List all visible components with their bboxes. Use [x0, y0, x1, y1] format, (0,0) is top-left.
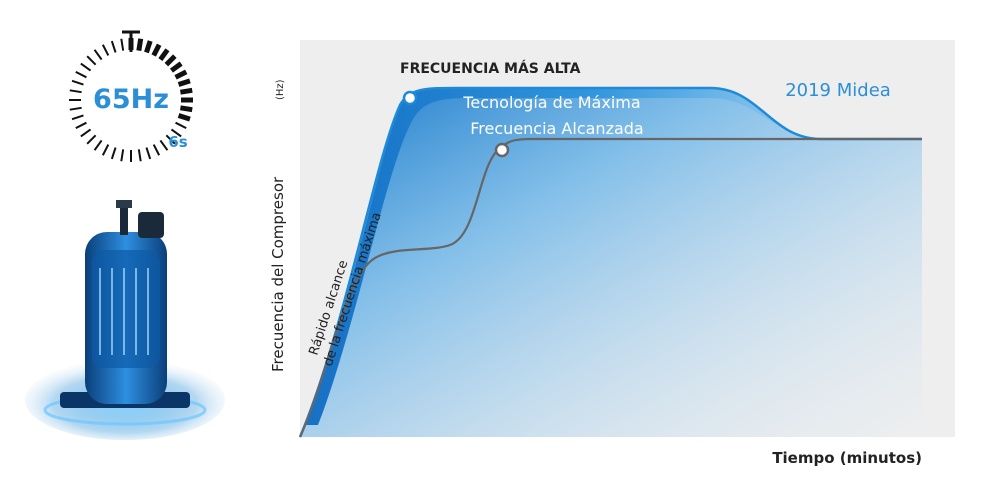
- compressor-terminal: [138, 212, 164, 238]
- stopwatch-tick: [86, 134, 97, 145]
- compressor-motor-lines: [99, 268, 149, 355]
- stopwatch-tick: [69, 89, 82, 94]
- frequency-chart: FRECUENCIA MÁS ALTA Tecnología de Máxima…: [269, 40, 955, 467]
- stopwatch-tick: [164, 54, 177, 67]
- conventional-peak-marker: [494, 142, 510, 158]
- stopwatch-tick: [165, 134, 176, 145]
- timer-frequency-label: 65Hz: [93, 84, 169, 115]
- midea-area: [300, 88, 922, 437]
- y-axis-title: Frecuencia del Compresor: [269, 176, 287, 372]
- stopwatch-tick: [179, 87, 193, 95]
- timer-time-label: 6s: [168, 133, 187, 151]
- stopwatch-tick: [136, 38, 144, 52]
- stopwatch-tick: [71, 79, 84, 86]
- stopwatch-tick: [75, 70, 87, 79]
- stopwatch-tick: [152, 144, 161, 156]
- compressor-core: [92, 250, 160, 368]
- stopwatch-tick: [151, 43, 162, 57]
- stopwatch-tick: [80, 62, 92, 72]
- peak-annotation: FRECUENCIA MÁS ALTA: [400, 60, 581, 77]
- stopwatch-tick: [75, 121, 87, 130]
- stopwatch-tick: [159, 139, 169, 151]
- x-axis-title: Tiempo (minutos): [772, 449, 922, 467]
- stopwatch-tick: [158, 48, 170, 62]
- stopwatch-tick: [179, 105, 193, 113]
- stopwatch-tick: [137, 149, 142, 162]
- stopwatch-tick: [71, 114, 84, 121]
- stopwatch-tick: [175, 121, 187, 130]
- stopwatch-icon: 65Hz 6s: [69, 30, 193, 162]
- stopwatch-tick: [80, 128, 92, 138]
- stopwatch-tick: [144, 40, 153, 54]
- stopwatch-tick: [69, 106, 82, 111]
- stopwatch-tick: [86, 55, 97, 66]
- stopwatch-tick: [101, 44, 110, 56]
- stopwatch-ticks: [69, 38, 193, 162]
- stopwatch-tick: [145, 147, 152, 160]
- tech-annotation-line1: Tecnología de Máxima: [462, 93, 640, 112]
- peak-marker: [402, 90, 418, 106]
- stopwatch-tick: [177, 113, 191, 122]
- stopwatch-tick: [170, 128, 182, 138]
- stopwatch-tick: [93, 139, 103, 151]
- y-axis-unit: (Hz): [275, 79, 286, 100]
- compressor-pipe: [120, 205, 128, 235]
- stopwatch-tick: [110, 40, 117, 53]
- stopwatch-tick: [120, 38, 125, 51]
- stopwatch-tick: [177, 78, 191, 87]
- stopwatch-tick: [110, 147, 117, 160]
- y-axis-label: Frecuencia del Compresor (Hz): [269, 79, 287, 372]
- stopwatch-tick: [101, 144, 110, 156]
- stopwatch-tick: [120, 149, 125, 162]
- series-label-midea: 2019 Midea: [785, 80, 891, 101]
- tech-annotation-line2: Frecuencia Alcanzada: [470, 119, 643, 138]
- stopwatch-tick: [169, 61, 183, 73]
- stopwatch-tick: [174, 69, 188, 80]
- compressor-pipe-cap: [116, 200, 132, 208]
- compressor-icon: [25, 200, 225, 440]
- stopwatch-tick: [93, 49, 103, 61]
